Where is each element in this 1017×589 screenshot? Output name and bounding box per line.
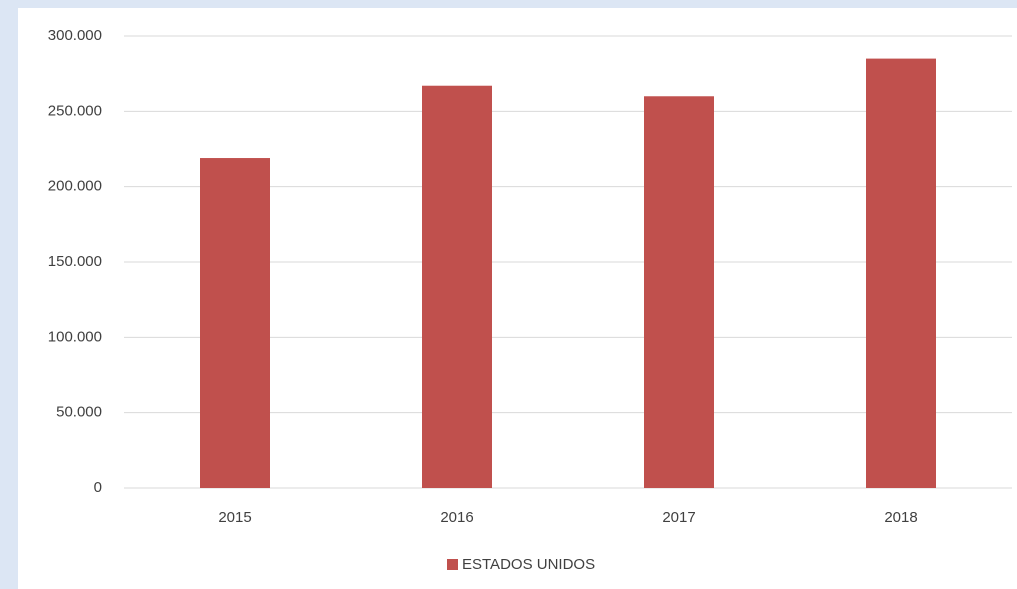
x-tick-label: 2018 xyxy=(884,509,917,526)
legend-label: ESTADOS UNIDOS xyxy=(462,556,595,573)
y-tick-label: 300.000 xyxy=(48,27,102,44)
bar xyxy=(644,96,714,489)
y-tick-label: 200.000 xyxy=(48,178,102,195)
legend-swatch xyxy=(447,559,458,570)
y-tick-label: 150.000 xyxy=(48,253,102,270)
bar xyxy=(200,158,270,489)
x-tick-label: 2017 xyxy=(662,509,695,526)
y-tick-label: 50.000 xyxy=(56,404,102,421)
y-tick-label: 250.000 xyxy=(48,102,102,119)
x-tick-label: 2016 xyxy=(440,509,473,526)
y-tick-label: 100.000 xyxy=(48,328,102,345)
bar xyxy=(422,85,492,488)
chart-area xyxy=(18,8,1017,589)
bar xyxy=(866,58,936,488)
y-tick-label: 0 xyxy=(94,479,102,496)
x-tick-label: 2015 xyxy=(218,509,251,526)
